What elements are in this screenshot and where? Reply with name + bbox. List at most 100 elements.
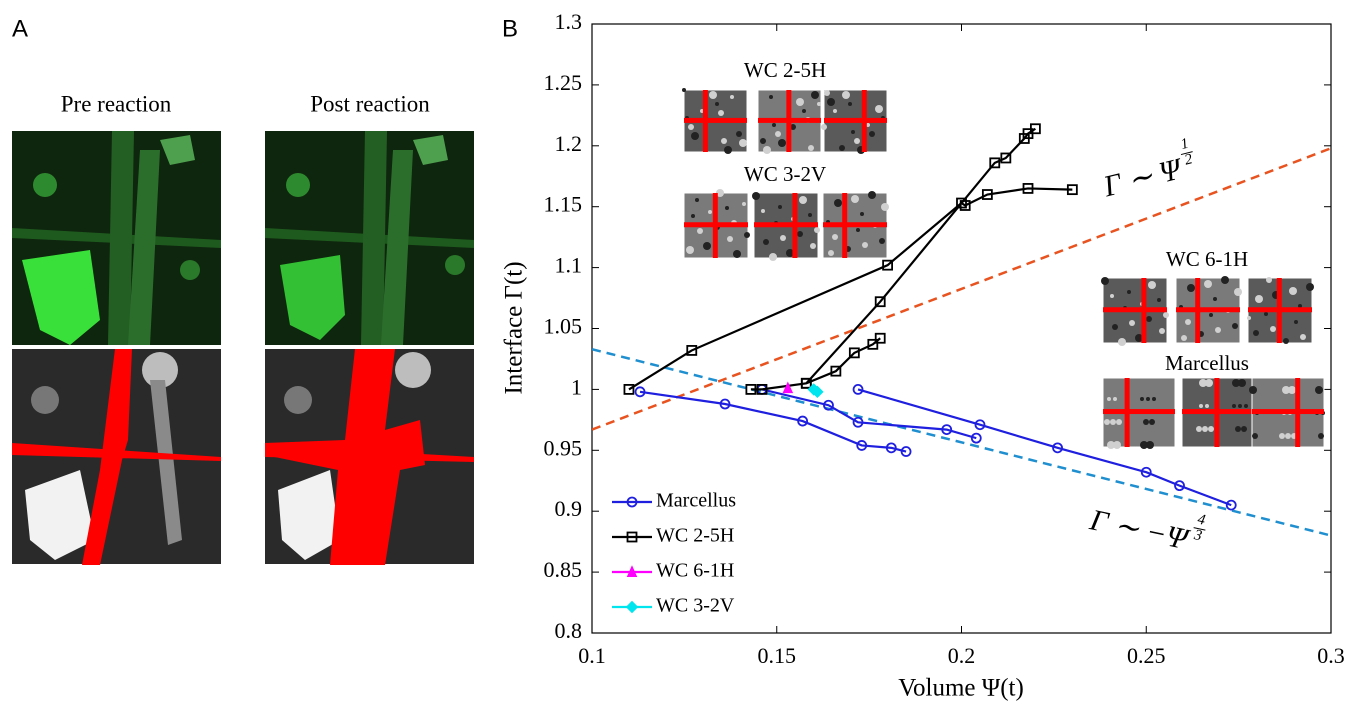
series-line: [750, 337, 881, 391]
texture: [691, 214, 695, 218]
point: [1000, 152, 1012, 164]
texture: [1282, 386, 1290, 394]
annotation-label: Γ ∼ Ψ: [1099, 152, 1187, 204]
inset-label: WC 6-1H: [1166, 247, 1248, 271]
point: [1052, 442, 1063, 454]
texture: [772, 123, 776, 127]
point: [970, 432, 982, 444]
texture: [752, 192, 760, 200]
fracture: [754, 222, 818, 228]
y-tick-label: 1: [571, 374, 582, 399]
point: [981, 189, 993, 200]
texture: [1209, 313, 1213, 317]
texture: [854, 138, 860, 144]
texture: [1199, 379, 1207, 387]
point: [874, 296, 886, 308]
texture: [686, 246, 694, 254]
texture: [1238, 379, 1246, 387]
texture: [742, 202, 746, 206]
fracture: [1295, 378, 1301, 447]
x-axis-label: Volume Ψ(t): [898, 675, 1024, 702]
texture: [760, 138, 766, 144]
texture: [778, 139, 786, 147]
texture: [808, 145, 814, 151]
texture: [780, 235, 786, 241]
fraction-bar: [1180, 151, 1193, 156]
point: [745, 383, 757, 395]
texture: [1146, 397, 1150, 401]
fracture: [1141, 278, 1147, 343]
texture: [1253, 330, 1259, 336]
annotation: Γ ∼ Ψ12: [1099, 136, 1194, 204]
texture: [761, 209, 765, 213]
texture: [1127, 290, 1131, 294]
point: [848, 347, 860, 359]
series-line: [628, 187, 1073, 391]
panel-label: A: [12, 15, 28, 42]
y-tick-label: 0.8: [555, 618, 583, 643]
fracture: [792, 193, 798, 258]
point: [1140, 466, 1152, 478]
texture: [1270, 326, 1276, 332]
texture: [727, 236, 733, 242]
fracture: [1276, 278, 1282, 343]
texture: [763, 239, 769, 245]
y-tick-label: 0.95: [544, 435, 583, 460]
point: [797, 415, 809, 427]
point: [882, 259, 893, 271]
texture: [1146, 441, 1154, 449]
texture: [796, 98, 804, 106]
y-tick-label: 1.1: [555, 253, 583, 278]
fracture: [1103, 307, 1167, 313]
point: [719, 398, 731, 410]
fracture: [712, 193, 718, 258]
texture: [724, 146, 732, 154]
texture: [802, 109, 806, 113]
texture: [1232, 404, 1236, 408]
texture: [1112, 324, 1118, 330]
fracture: [842, 193, 848, 258]
texture: [1185, 319, 1191, 325]
texture: [1247, 316, 1251, 320]
texture: [1221, 276, 1229, 284]
fraction-bar: [1193, 527, 1206, 531]
point: [852, 383, 864, 395]
texture: [691, 132, 699, 140]
texture: [1318, 433, 1324, 439]
texture: [848, 102, 852, 106]
texture: [733, 250, 741, 258]
inset: WC 3-2V: [683, 162, 889, 261]
texture: [808, 213, 812, 217]
texture: [744, 232, 750, 238]
exponent-numerator: 1: [1179, 136, 1190, 153]
legend-label: WC 3-2V: [656, 595, 735, 617]
y-axis-label: Interface Γ(t): [501, 261, 528, 394]
point: [959, 200, 971, 211]
texture: [1181, 335, 1187, 341]
texture: [866, 123, 870, 127]
texture: [1285, 433, 1291, 439]
texture: [1196, 426, 1202, 432]
texture: [1279, 433, 1285, 439]
texture: [1101, 277, 1109, 285]
panel-label: B: [502, 15, 518, 42]
texture: [881, 203, 889, 211]
texture: [709, 91, 717, 99]
reference-line: [592, 147, 1331, 431]
texture: [1306, 283, 1314, 291]
point: [874, 332, 886, 344]
texture: [695, 198, 699, 202]
texture: [718, 110, 724, 116]
texture: [1107, 397, 1111, 401]
y-tick-label: 1.3: [555, 9, 583, 34]
exponent-numerator: 4: [1196, 512, 1207, 529]
texture: [1235, 426, 1241, 432]
texture: [708, 210, 712, 214]
texture: [869, 131, 875, 137]
inset: WC 2-5H: [682, 58, 888, 154]
fracture: [684, 117, 747, 123]
fracture: [861, 90, 867, 152]
texture: [769, 95, 773, 99]
point: [823, 399, 834, 411]
